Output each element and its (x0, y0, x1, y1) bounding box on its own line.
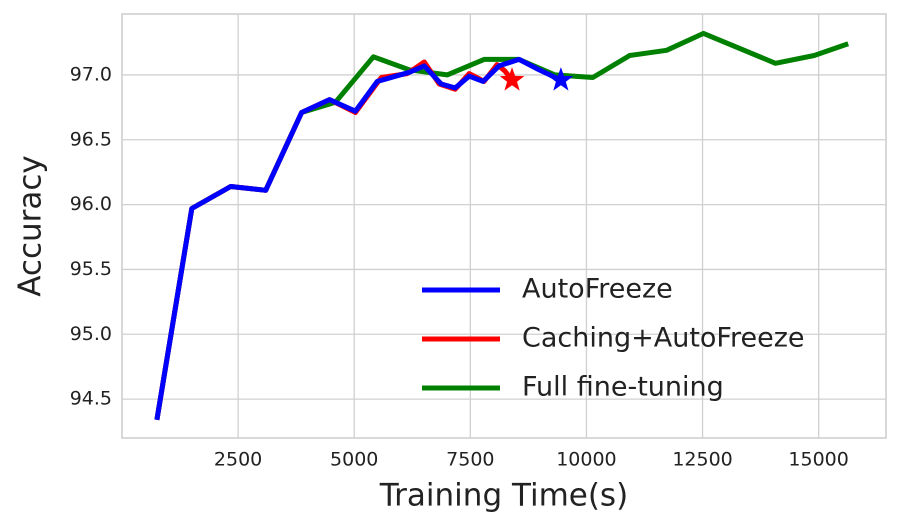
end-marker (499, 67, 525, 91)
legend-label: Full fine-tuning (522, 372, 724, 403)
x-tick-label: 12500 (672, 449, 732, 471)
plot-frame (121, 13, 887, 439)
x-tick-label: 7500 (446, 449, 494, 471)
x-tick-label: 5000 (330, 449, 378, 471)
y-tick-label: 96.0 (70, 193, 112, 215)
series-line (154, 56, 562, 421)
y-tick-label: 96.5 (70, 128, 112, 150)
end-marker (548, 67, 574, 91)
y-tick-label: 97.0 (70, 63, 112, 85)
y-axis-label: Accuracy (13, 155, 49, 297)
x-tick-label: 10000 (556, 449, 616, 471)
x-tick-label: 15000 (788, 449, 848, 471)
legend-label: Caching+AutoFreeze (522, 323, 805, 354)
x-axis-label: Training Time(s) (379, 478, 628, 514)
y-tick-label: 95.5 (70, 258, 112, 280)
y-tick-label: 95.0 (70, 323, 112, 345)
y-tick-label: 94.5 (70, 388, 112, 410)
x-tick-label: 2500 (214, 449, 262, 471)
legend-label: AutoFreeze (522, 274, 673, 305)
